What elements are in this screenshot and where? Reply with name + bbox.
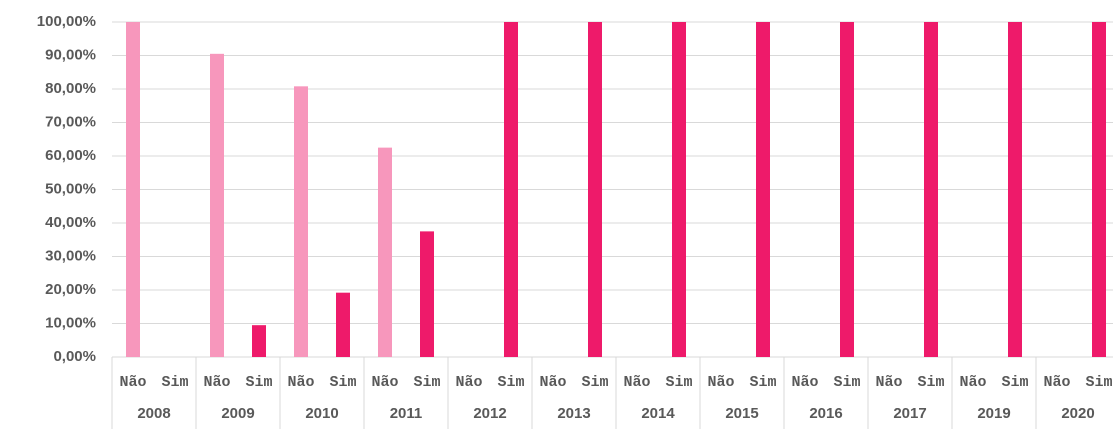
x-tick-label: Sim — [1085, 374, 1112, 391]
group-label: 2019 — [977, 405, 1010, 422]
bar — [126, 22, 140, 357]
bar — [588, 22, 602, 357]
bar — [1092, 22, 1106, 357]
bar — [756, 22, 770, 357]
group-label: 2020 — [1061, 405, 1094, 422]
x-tick-label: Sim — [665, 374, 692, 391]
y-tick-label: 30,00% — [45, 247, 96, 264]
x-tick-label: Não — [623, 374, 650, 391]
x-tick-label: Não — [371, 374, 398, 391]
group-label: 2009 — [221, 405, 254, 422]
group-label: 2016 — [809, 405, 842, 422]
y-tick-label: 90,00% — [45, 46, 96, 63]
x-tick-label: Sim — [413, 374, 440, 391]
group-label: 2015 — [725, 405, 758, 422]
bar — [840, 22, 854, 357]
y-tick-label: 10,00% — [45, 314, 96, 331]
x-tick-label: Não — [287, 374, 314, 391]
group-label: 2008 — [137, 405, 170, 422]
x-tick-label: Sim — [1001, 374, 1028, 391]
y-tick-label: 0,00% — [53, 348, 96, 365]
x-tick-label: Não — [539, 374, 566, 391]
y-tick-label: 70,00% — [45, 113, 96, 130]
y-tick-label: 60,00% — [45, 147, 96, 164]
y-tick-label: 100,00% — [37, 13, 96, 30]
x-tick-label: Não — [455, 374, 482, 391]
bar — [924, 22, 938, 357]
x-tick-label: Não — [1043, 374, 1070, 391]
group-label: 2010 — [305, 405, 338, 422]
y-tick-label: 20,00% — [45, 281, 96, 298]
x-tick-label: Não — [203, 374, 230, 391]
x-tick-label: Sim — [917, 374, 944, 391]
group-label: 2011 — [390, 405, 423, 422]
bar — [504, 22, 518, 357]
y-tick-label: 40,00% — [45, 214, 96, 231]
bar — [336, 292, 350, 357]
x-tick-label: Sim — [833, 374, 860, 391]
bar — [420, 231, 434, 357]
group-label: 2017 — [893, 405, 926, 422]
group-label: 2014 — [641, 405, 675, 422]
x-tick-label: Sim — [245, 374, 272, 391]
group-label: 2013 — [557, 405, 590, 422]
x-tick-label: Sim — [749, 374, 776, 391]
x-tick-label: Não — [707, 374, 734, 391]
x-tick-label: Sim — [581, 374, 608, 391]
bar — [1008, 22, 1022, 357]
bar — [210, 53, 224, 357]
bar — [294, 86, 308, 357]
x-tick-label: Sim — [497, 374, 524, 391]
x-tick-label: Não — [959, 374, 986, 391]
x-tick-label: Não — [791, 374, 818, 391]
y-tick-label: 80,00% — [45, 80, 96, 97]
bar — [378, 147, 392, 357]
bar — [672, 22, 686, 357]
x-tick-label: Não — [875, 374, 902, 391]
group-label: 2012 — [473, 405, 506, 422]
y-tick-label: 50,00% — [45, 180, 96, 197]
x-tick-label: Sim — [161, 374, 188, 391]
x-tick-label: Não — [119, 374, 146, 391]
x-tick-label: Sim — [329, 374, 356, 391]
bar — [252, 325, 266, 357]
